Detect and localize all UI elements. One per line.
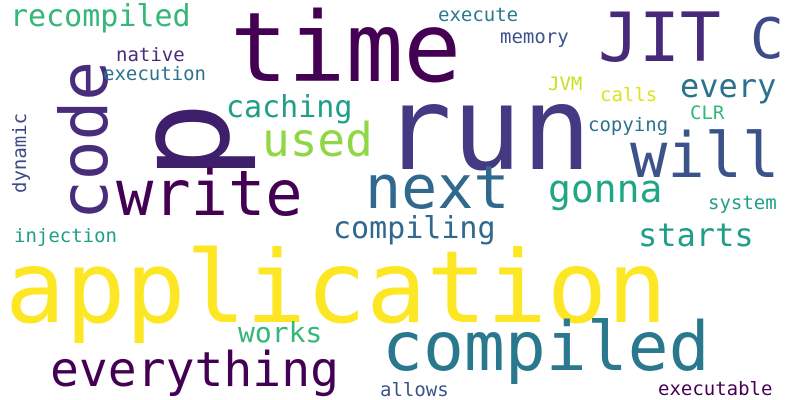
- word-compiled: compiled: [382, 308, 710, 387]
- word-starts: starts: [638, 216, 754, 254]
- word-execution: execution: [103, 63, 206, 85]
- word-compiling: compiling: [333, 211, 496, 246]
- word-clr: CLR: [690, 102, 725, 124]
- word-gonna: gonna: [548, 167, 663, 211]
- word-time: time: [230, 0, 462, 104]
- word-everything: everything: [50, 342, 339, 398]
- word-copying: copying: [588, 114, 669, 136]
- word-will: will: [630, 119, 780, 192]
- word-every: every: [680, 67, 777, 105]
- word-write: write: [116, 157, 303, 230]
- word-dynamic: dynamic: [9, 112, 31, 193]
- word-caching: caching: [226, 90, 353, 125]
- word-calls: calls: [600, 84, 658, 106]
- word-application: application: [5, 229, 668, 346]
- word-run: run: [382, 62, 592, 197]
- word-native: native: [116, 44, 185, 66]
- word-recompiled: recompiled: [10, 0, 191, 34]
- word-system: system: [708, 192, 777, 214]
- word-execute: execute: [438, 4, 519, 26]
- word-allows: allows: [380, 379, 449, 400]
- word-next: next: [365, 153, 510, 223]
- word-used: used: [262, 113, 373, 167]
- word-jvm: JVM: [548, 73, 583, 95]
- word-executable: executable: [658, 378, 773, 400]
- word-injection: injection: [14, 225, 117, 247]
- word-works: works: [238, 316, 323, 349]
- word-c: C: [750, 7, 784, 72]
- word-memory: memory: [500, 26, 569, 48]
- word-jit: JIT: [598, 0, 721, 78]
